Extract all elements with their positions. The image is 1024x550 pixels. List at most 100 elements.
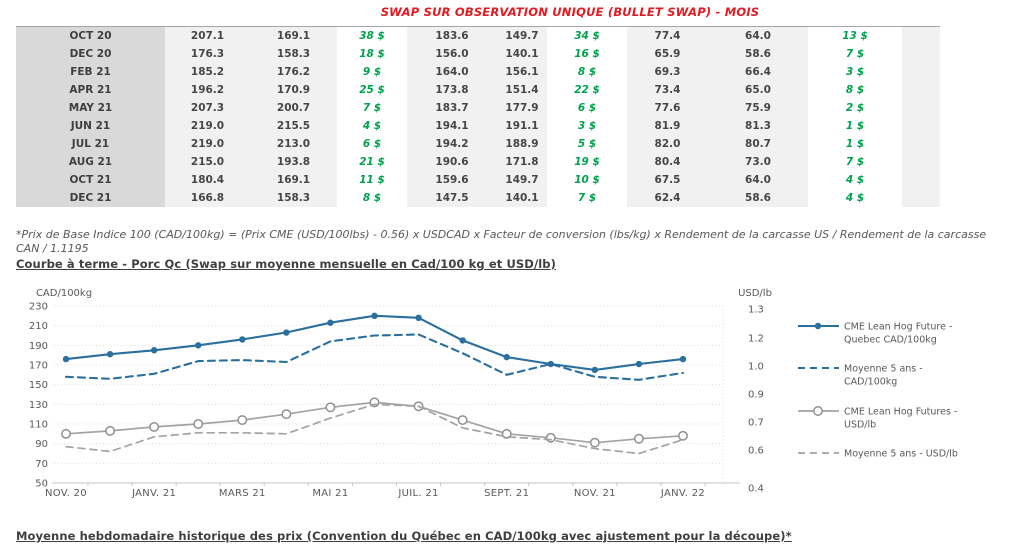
cell-month: MAY 21 xyxy=(16,99,165,117)
cell-price: 156.0 xyxy=(407,45,497,63)
x-axis-label: SEPT. 21 xyxy=(484,488,529,499)
cell-diff: 7 $ xyxy=(845,48,865,60)
cell-diff: 11 $ xyxy=(359,174,385,186)
cell-diff: 19 $ xyxy=(574,156,600,168)
data-point xyxy=(591,366,599,374)
data-point xyxy=(678,430,688,441)
cell-pad xyxy=(902,81,940,99)
data-point xyxy=(371,312,378,320)
data-point xyxy=(635,360,643,368)
cell-price: 69.3 xyxy=(627,63,708,81)
cell-pad xyxy=(902,99,940,117)
bullet-swap-table: OCT 20 207.1 169.1 38 $183.6 149.7 34 $77.4 64… xyxy=(16,26,940,207)
cell-price: 166.8 xyxy=(165,189,250,207)
cell-price: 158.3 xyxy=(250,189,337,207)
data-point xyxy=(415,314,422,321)
data-point xyxy=(633,433,644,444)
cell-price: 158.3 xyxy=(250,45,337,63)
cell-diff: 1 $ xyxy=(845,138,865,150)
right-tick-label: 0.6 xyxy=(748,446,764,457)
cell-price: 169.1 xyxy=(250,171,337,189)
cell-price: 82.0 xyxy=(627,135,708,153)
cell-diff: 8 $ xyxy=(577,66,597,78)
right-axis-title: USD/lb xyxy=(738,288,772,299)
x-axis-label: NOV. 21 xyxy=(574,488,616,499)
left-tick-label: 50 xyxy=(35,479,48,490)
cell-price: 188.9 xyxy=(497,135,547,153)
cell-pad xyxy=(902,135,940,153)
x-axis-label: MAI 21 xyxy=(312,488,348,499)
cell-price: 140.1 xyxy=(497,189,547,207)
x-axis-label: MARS 21 xyxy=(219,488,266,499)
cell-price: 207.1 xyxy=(165,27,250,45)
data-point xyxy=(547,360,554,368)
cell-month: OCT 21 xyxy=(16,171,165,189)
forward-curve-svg: CAD/100kg USD/lb 230 210 190 170 150 130 110 90 70… xyxy=(29,288,958,499)
cell-price: 73.4 xyxy=(627,81,708,99)
cell-price: 159.6 xyxy=(407,171,497,189)
cell-price: 80.7 xyxy=(708,135,808,153)
cell-price: 77.4 xyxy=(627,27,708,45)
cell-price: 219.0 xyxy=(165,135,250,153)
left-tick-label: 110 xyxy=(29,420,48,431)
cell-price: 62.4 xyxy=(627,189,708,207)
cell-price: 67.5 xyxy=(627,171,708,189)
cell-diff: 38 $ xyxy=(359,30,385,42)
cell-pad xyxy=(902,117,940,135)
x-axis-label: JANV. 21 xyxy=(131,488,176,499)
cell-price: 215.0 xyxy=(165,153,250,171)
data-point xyxy=(62,355,70,363)
right-tick-label: 1.3 xyxy=(748,305,764,316)
series-line xyxy=(64,333,685,381)
series-line xyxy=(65,403,684,455)
cell-price: 185.2 xyxy=(165,63,250,81)
cell-price: 147.5 xyxy=(407,189,497,207)
legend-label: USD/lb xyxy=(844,420,876,431)
cell-price: 200.7 xyxy=(250,99,337,117)
cell-month: JUN 21 xyxy=(16,117,165,135)
cell-pad xyxy=(902,153,940,171)
cell-pad xyxy=(902,171,940,189)
data-point xyxy=(545,432,556,443)
cell-pad xyxy=(902,45,940,63)
left-tick-label: 70 xyxy=(35,459,48,470)
cell-price: 151.4 xyxy=(497,81,547,99)
cell-diff: 7 $ xyxy=(362,102,382,114)
report-title: SWAP SUR OBSERVATION UNIQUE (BULLET SWAP… xyxy=(380,5,760,19)
weekly-average-heading: Moyenne hebdomadaire historique des prix… xyxy=(16,529,792,543)
cell-price: 219.0 xyxy=(165,117,250,135)
cell-diff: 4 $ xyxy=(845,192,865,204)
cell-price: 58.6 xyxy=(708,45,808,63)
cell-price: 80.4 xyxy=(627,153,708,171)
data-point xyxy=(501,428,512,439)
series-line xyxy=(64,314,685,371)
data-point xyxy=(325,402,336,413)
data-point xyxy=(589,437,600,448)
cell-price: 73.0 xyxy=(708,153,808,171)
cell-month: APR 21 xyxy=(16,81,165,99)
cell-month: JUL 21 xyxy=(16,135,165,153)
data-point xyxy=(150,347,158,354)
cell-price: 64.0 xyxy=(708,171,808,189)
cell-diff: 7 $ xyxy=(577,192,597,204)
forward-curve-heading: Courbe à terme - Porc Qc (Swap sur moyen… xyxy=(16,257,556,271)
data-point xyxy=(283,329,290,336)
cell-price: 176.2 xyxy=(250,63,337,81)
cell-diff: 13 $ xyxy=(842,30,868,42)
cell-price: 66.4 xyxy=(708,63,808,81)
cell-diff: 2 $ xyxy=(845,102,865,114)
cell-price: 149.7 xyxy=(497,171,547,189)
cell-price: 65.9 xyxy=(627,45,708,63)
cell-diff: 1 $ xyxy=(845,120,865,132)
cell-month: FEB 21 xyxy=(16,63,165,81)
cell-price: 81.3 xyxy=(708,117,808,135)
cell-price: 194.2 xyxy=(407,135,497,153)
cell-diff: 3 $ xyxy=(845,66,865,78)
right-tick-label: 0.4 xyxy=(748,484,764,495)
cell-price: 190.6 xyxy=(407,153,497,171)
legend-label: CAD/100kg xyxy=(844,377,897,388)
right-tick-label: 0.9 xyxy=(748,390,764,401)
cell-price: 81.9 xyxy=(627,117,708,135)
right-tick-label: 1.0 xyxy=(748,362,764,373)
